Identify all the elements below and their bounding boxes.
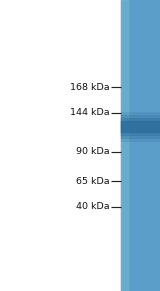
Text: 168 kDa: 168 kDa	[70, 83, 109, 91]
Bar	[121, 0, 160, 291]
Bar	[121, 115, 160, 139]
Bar	[121, 0, 128, 291]
Text: 65 kDa: 65 kDa	[76, 177, 109, 185]
Bar	[121, 121, 160, 132]
Text: 40 kDa: 40 kDa	[76, 203, 109, 211]
Bar	[121, 118, 160, 135]
Text: 90 kDa: 90 kDa	[76, 148, 109, 156]
Text: 144 kDa: 144 kDa	[70, 109, 109, 117]
Bar	[121, 112, 160, 141]
